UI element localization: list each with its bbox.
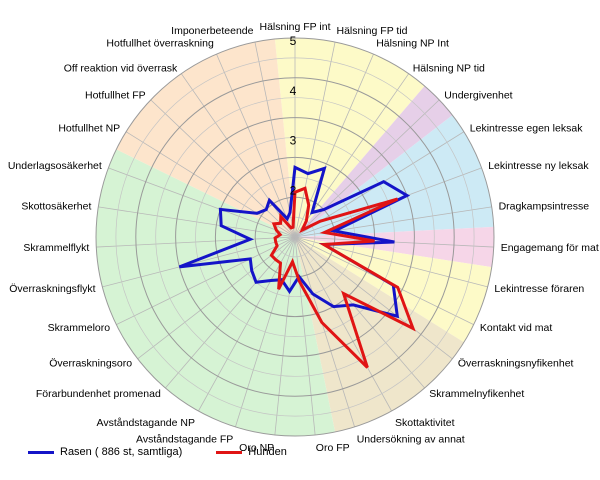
grid-ring-6: [175, 117, 415, 357]
category-label-22: Överraskningsflykt: [9, 283, 95, 295]
legend-swatch-rasen: [28, 450, 54, 454]
category-label-23: Skrammelflykt: [23, 242, 89, 254]
tick-label-2: 2: [290, 183, 297, 197]
category-label-3: Hälsning NP tid: [413, 62, 485, 74]
sector-band-6: [96, 149, 336, 436]
tick-label-3: 3: [290, 134, 297, 148]
series-line-0: [178, 165, 411, 319]
tick-label-5: 5: [290, 34, 297, 48]
category-label-14: Undersökning av annat: [357, 434, 465, 446]
category-label-2: Hälsning NP Int: [376, 38, 449, 50]
sector-band-2: [295, 115, 494, 237]
legend-swatch-hunden: [216, 450, 243, 454]
category-label-10: Kontakt vid mat: [480, 322, 552, 334]
category-label-12: Skrammelnyfikenhet: [429, 388, 524, 400]
radial-tick-labels: 2 3 4 5: [290, 34, 297, 197]
category-label-29: Hotfullhet överraskning: [106, 38, 214, 50]
category-label-19: Förarbundenhet promenad: [36, 388, 161, 400]
category-label-8: Engagemang för mat: [501, 242, 599, 254]
category-label-18: Avståndstagande NP: [97, 417, 195, 429]
data-series: [178, 165, 416, 369]
category-label-25: Underlagsosäkerhet: [8, 160, 102, 172]
legend-item-hunden: Hunden: [216, 446, 287, 458]
category-label-30: Imponerbeteende: [171, 25, 253, 37]
radar-grid: [95, 37, 495, 437]
grid-ring-10: [95, 37, 495, 437]
grid-ring-9: [115, 57, 475, 417]
category-label-17: Avståndstagande FP: [136, 434, 233, 446]
category-label-28: Off reaktion vid överrask: [64, 62, 178, 74]
legend-label-rasen: Rasen ( 886 st, samtliga): [60, 446, 183, 458]
category-label-6: Lekintresse ny leksak: [488, 160, 589, 172]
tick-label-4: 4: [290, 84, 297, 98]
category-label-16: Oro NP: [239, 442, 274, 454]
legend-item-rasen: Rasen ( 886 st, samtliga): [28, 446, 182, 458]
category-label-13: Skottaktivitet: [395, 417, 455, 429]
category-label-4: Undergivenhet: [444, 90, 512, 102]
category-label-0: Hälsning FP int: [259, 21, 330, 33]
sector-band-7: [116, 39, 295, 238]
category-label-5: Lekintresse egen leksak: [470, 123, 583, 135]
category-label-20: Överraskningsoro: [49, 358, 132, 370]
category-label-11: Överraskningsnyfikenhet: [458, 358, 574, 370]
sector-band-0: [274, 37, 425, 237]
category-label-9: Lekintresse föraren: [494, 283, 584, 295]
legend-label-hunden: Hunden: [248, 446, 287, 458]
category-label-15: Oro FP: [316, 442, 350, 454]
category-label-26: Hotfullhet NP: [58, 123, 120, 135]
legend: Rasen ( 886 st, samtliga) Hunden: [28, 446, 287, 458]
category-label-1: Hälsning FP tid: [337, 25, 408, 37]
category-label-24: Skottosäkerhet: [21, 200, 91, 212]
series-line-1: [269, 186, 416, 369]
grid-ring-5: [195, 137, 395, 337]
grid-ring-7: [155, 97, 435, 377]
category-label-21: Skrammeloro: [48, 322, 111, 334]
grid-ring-8: [135, 77, 455, 397]
category-label-7: Dragkampsintresse: [499, 200, 590, 212]
category-label-27: Hotfullhet FP: [85, 90, 146, 102]
